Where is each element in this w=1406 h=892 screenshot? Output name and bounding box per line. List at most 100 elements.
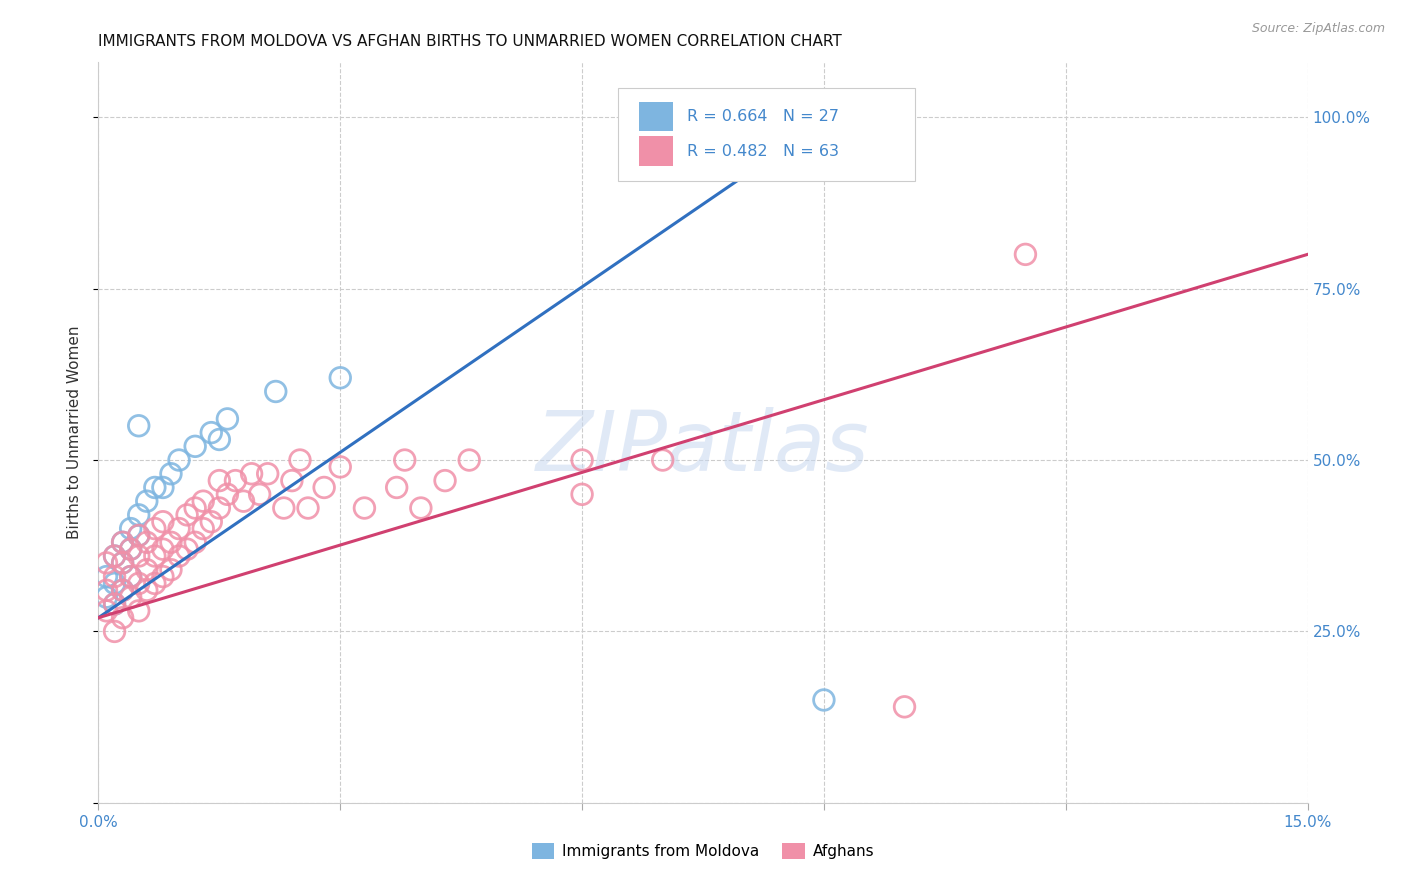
Point	[96, 569, 118, 583]
FancyBboxPatch shape	[638, 136, 673, 166]
Point	[103, 597, 125, 611]
Point	[434, 474, 457, 488]
Point	[264, 384, 287, 399]
Point	[224, 474, 246, 488]
Point	[111, 535, 134, 549]
Point	[240, 467, 263, 481]
Point	[152, 569, 174, 583]
Point	[329, 459, 352, 474]
Legend: Immigrants from Moldova, Afghans: Immigrants from Moldova, Afghans	[526, 838, 880, 865]
Point	[217, 412, 239, 426]
Point	[651, 453, 673, 467]
Point	[571, 453, 593, 467]
Point	[281, 474, 304, 488]
Point	[184, 501, 207, 516]
Point	[160, 467, 183, 481]
Point	[167, 453, 190, 467]
Point	[96, 556, 118, 570]
Point	[128, 528, 150, 542]
Point	[135, 583, 157, 598]
Point	[200, 515, 222, 529]
Text: ZIPatlas: ZIPatlas	[536, 407, 870, 488]
Point	[200, 425, 222, 440]
Point	[135, 535, 157, 549]
Point	[184, 535, 207, 549]
Point	[297, 501, 319, 516]
Point	[96, 604, 118, 618]
Point	[813, 110, 835, 124]
Point	[314, 480, 336, 494]
Point	[273, 501, 295, 516]
Point	[193, 494, 215, 508]
Point	[208, 501, 231, 516]
Point	[571, 487, 593, 501]
Point	[111, 583, 134, 598]
Point	[120, 542, 142, 557]
Point	[167, 522, 190, 536]
Point	[128, 576, 150, 591]
Point	[176, 508, 198, 522]
Point	[128, 528, 150, 542]
Point	[160, 563, 183, 577]
Point	[120, 569, 142, 583]
Point	[232, 494, 254, 508]
Point	[256, 467, 278, 481]
Point	[135, 563, 157, 577]
Point	[217, 487, 239, 501]
Point	[160, 535, 183, 549]
Point	[111, 583, 134, 598]
Point	[208, 474, 231, 488]
Point	[111, 535, 134, 549]
Point	[135, 494, 157, 508]
Point	[353, 501, 375, 516]
Point	[152, 515, 174, 529]
FancyBboxPatch shape	[619, 88, 915, 181]
Text: R = 0.664   N = 27: R = 0.664 N = 27	[688, 109, 839, 124]
Point	[128, 508, 150, 522]
Point	[96, 583, 118, 598]
Point	[458, 453, 481, 467]
Point	[193, 522, 215, 536]
Point	[128, 604, 150, 618]
Point	[184, 439, 207, 453]
Point	[103, 597, 125, 611]
Point	[120, 590, 142, 604]
Point	[143, 480, 166, 494]
Point	[385, 480, 408, 494]
Point	[128, 549, 150, 563]
Point	[120, 569, 142, 583]
Point	[143, 549, 166, 563]
Text: IMMIGRANTS FROM MOLDOVA VS AFGHAN BIRTHS TO UNMARRIED WOMEN CORRELATION CHART: IMMIGRANTS FROM MOLDOVA VS AFGHAN BIRTHS…	[98, 34, 842, 49]
Point	[176, 542, 198, 557]
FancyBboxPatch shape	[638, 102, 673, 131]
Point	[167, 549, 190, 563]
Point	[288, 453, 311, 467]
Point	[103, 576, 125, 591]
Point	[143, 576, 166, 591]
Point	[128, 418, 150, 433]
Point	[103, 569, 125, 583]
Text: R = 0.482   N = 63: R = 0.482 N = 63	[688, 144, 839, 159]
Point	[103, 549, 125, 563]
Point	[1014, 247, 1036, 261]
Point	[208, 433, 231, 447]
Point	[409, 501, 432, 516]
Point	[329, 371, 352, 385]
Point	[152, 480, 174, 494]
Text: Source: ZipAtlas.com: Source: ZipAtlas.com	[1251, 22, 1385, 36]
Point	[120, 542, 142, 557]
Point	[143, 522, 166, 536]
Point	[152, 542, 174, 557]
Point	[249, 487, 271, 501]
Point	[120, 522, 142, 536]
Point	[813, 693, 835, 707]
Point	[394, 453, 416, 467]
Point	[111, 556, 134, 570]
Point	[111, 610, 134, 624]
Point	[893, 699, 915, 714]
Point	[103, 624, 125, 639]
Point	[103, 549, 125, 563]
Point	[111, 556, 134, 570]
Y-axis label: Births to Unmarried Women: Births to Unmarried Women	[67, 326, 83, 540]
Point	[96, 590, 118, 604]
